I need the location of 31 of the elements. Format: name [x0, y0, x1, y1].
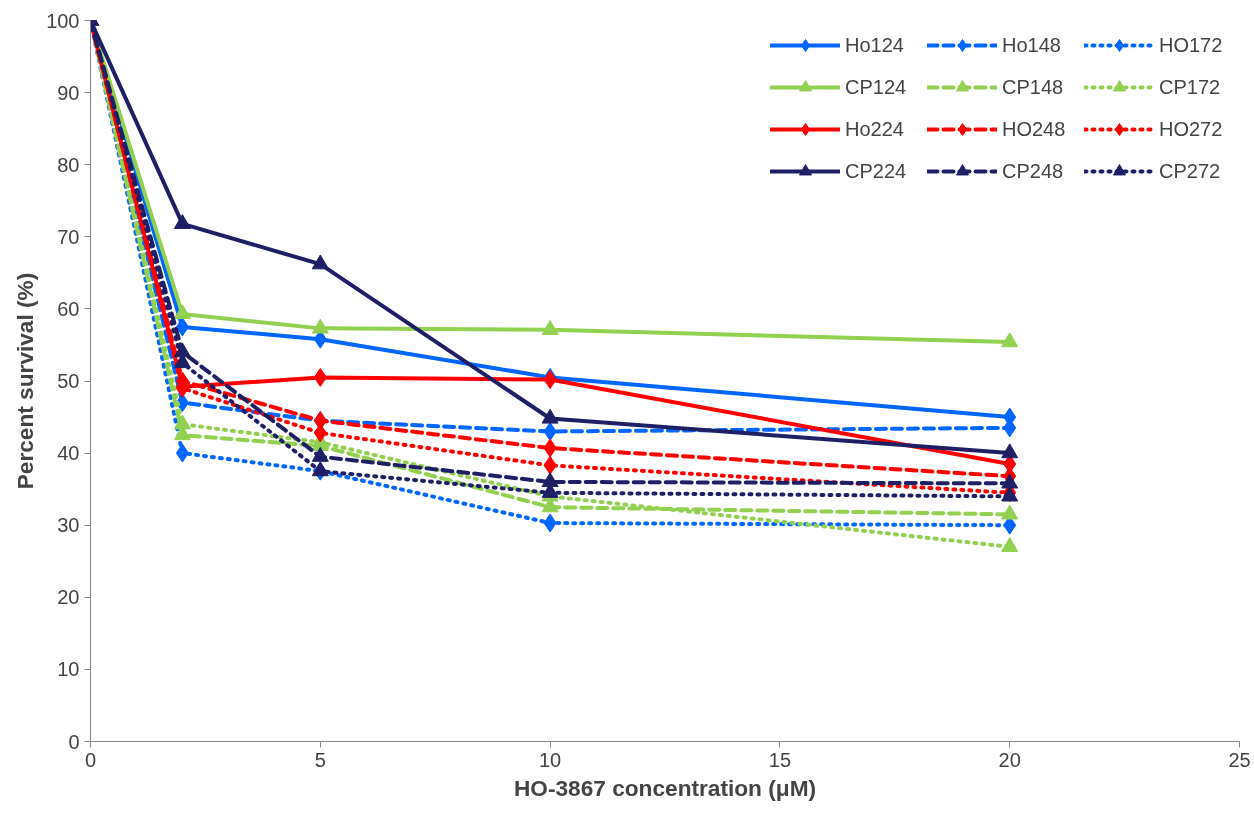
y-tick-label: 90 [57, 81, 80, 104]
legend-label: HO272 [1159, 117, 1224, 141]
y-tick-label: 30 [57, 514, 80, 537]
legend-label: Ho224 [845, 117, 905, 141]
x-tick-label: 5 [314, 748, 326, 771]
y-tick-label: 0 [68, 730, 80, 753]
y-tick-label: 50 [57, 370, 80, 392]
legend-label: CP148 [1002, 75, 1065, 99]
x-tick-label: 10 [538, 748, 562, 771]
legend-label: HO248 [1002, 117, 1067, 141]
x-tick-label: 0 [84, 748, 97, 771]
legend-label: CP224 [845, 159, 908, 183]
y-tick-label: 80 [57, 153, 80, 176]
x-tick-label: 20 [998, 748, 1021, 771]
y-tick-label: 60 [57, 297, 80, 320]
legend-label: CP272 [1159, 159, 1222, 183]
legend-label: CP124 [845, 75, 908, 99]
y-tick-label: 40 [57, 442, 80, 465]
y-tick-label: 100 [46, 9, 80, 32]
legend-label: CP172 [1159, 75, 1222, 99]
legend-label: CP248 [1002, 159, 1065, 183]
legend-label: Ho124 [845, 33, 905, 57]
x-tick-label: 25 [1228, 748, 1251, 771]
y-tick-label: 10 [57, 658, 80, 681]
legend-label: Ho148 [1002, 33, 1062, 57]
y-axis-title: Percent survival (%) [12, 272, 39, 490]
y-tick-label: 20 [57, 586, 80, 609]
x-tick-label: 15 [768, 748, 792, 771]
y-tick-label: 70 [57, 225, 80, 248]
x-axis-title: HO-3867 concentration (μM) [513, 774, 817, 801]
legend-label: HO172 [1159, 33, 1224, 57]
